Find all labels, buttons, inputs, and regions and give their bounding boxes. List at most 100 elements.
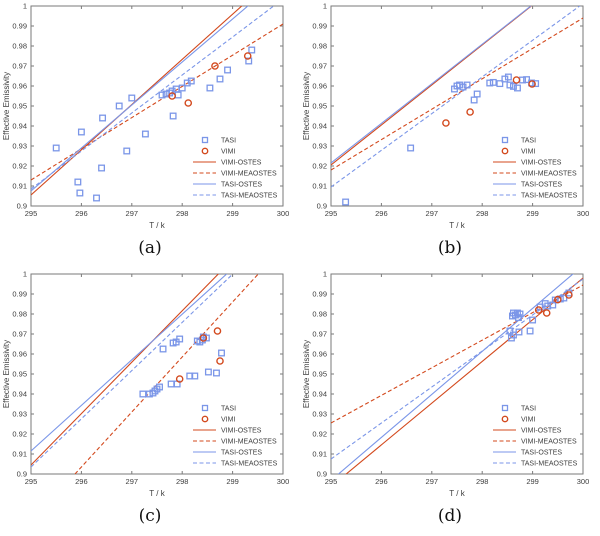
- x-tick-label: 295: [25, 477, 38, 486]
- plot-area: [331, 274, 583, 474]
- vimi-points: [168, 52, 252, 107]
- vimi-marker: [216, 357, 224, 365]
- vimi-marker: [213, 327, 222, 335]
- legend-label: TASI-MEAOSTES: [221, 193, 278, 200]
- y-tick-label: 0.95: [312, 102, 327, 111]
- tasi-marker: [470, 96, 478, 104]
- y-tick-label: 0.96: [312, 82, 327, 91]
- tasi-points: [52, 46, 256, 202]
- tasi-marker: [141, 130, 149, 138]
- y-tick-label: 0.95: [12, 370, 27, 379]
- x-axis-label: T / k: [449, 221, 465, 230]
- y-tick-label: 0.99: [312, 22, 327, 31]
- y-tick-label: 0.99: [12, 290, 27, 299]
- legend-vimi-marker: [201, 147, 209, 155]
- tasi-marker: [529, 316, 537, 324]
- tasi-marker: [459, 83, 467, 91]
- axis-ticks: [330, 273, 584, 475]
- tasi-marker: [456, 81, 463, 89]
- y-tick-label: 0.9: [317, 202, 327, 211]
- y-tick-label: 0.91: [312, 450, 327, 459]
- legend: TASI VIMI VIMI-OSTES VIMI-MEAOSTES TASI-OSTE…: [493, 404, 578, 468]
- x-tick-label: 297: [426, 477, 439, 486]
- tasi-marker: [216, 75, 224, 83]
- vimi-marker: [199, 334, 208, 342]
- vimi-marker: [184, 99, 193, 107]
- tick-labels: 295 296 297 298 299 300 0.9 0.91 0.92 0.93 0.94 0.9…: [12, 270, 289, 486]
- tasi-marker: [245, 57, 253, 65]
- tasi-marker: [496, 80, 504, 88]
- tasi-marker: [151, 387, 159, 395]
- y-tick-label: 0.93: [12, 410, 27, 419]
- y-tick-label: 0.97: [12, 330, 27, 339]
- tasi-marker: [516, 310, 524, 318]
- subplot-a-caption: (a): [138, 238, 162, 258]
- y-tick-label: 0.96: [312, 350, 327, 359]
- x-axis-label: T / k: [149, 489, 165, 498]
- tasi-marker: [218, 349, 225, 357]
- x-tick-label: 296: [375, 209, 388, 218]
- y-tick-label: 0.97: [312, 62, 327, 71]
- tasi-meaostes-line: [31, 274, 234, 468]
- legend: TASI VIMI VIMI-OSTES VIMI-MEAOSTES TASI-OSTE…: [193, 404, 278, 468]
- tasi-marker: [74, 178, 82, 186]
- legend-label: TASI-MEAOSTES: [221, 461, 278, 468]
- legend-label: VIMI: [221, 149, 235, 156]
- tasi-marker: [486, 79, 494, 87]
- subplot-d-chart: 295 296 297 298 299 300 0.9 0.91 0.92 0.93 0.94 0.9…: [302, 270, 589, 498]
- legend: TASI VIMI VIMI-OSTES VIMI-MEAOSTES TASI-OSTE…: [493, 136, 578, 200]
- y-tick-label: 0.95: [12, 102, 27, 111]
- vimi-marker: [534, 306, 543, 314]
- vimi-marker: [565, 291, 573, 299]
- x-tick-label: 298: [176, 477, 189, 486]
- tasi-marker: [463, 81, 471, 89]
- y-tick-label: 0.97: [12, 62, 27, 71]
- tasi-marker: [187, 77, 195, 85]
- vimi-points: [534, 291, 573, 317]
- legend-label: VIMI: [521, 149, 535, 156]
- tasi-marker: [158, 91, 166, 99]
- y-tick-label: 0.93: [12, 142, 27, 151]
- vimi-marker: [442, 119, 450, 127]
- vimi-meaostes-line: [331, 17, 583, 171]
- y-tick-label: 0.95: [312, 370, 327, 379]
- x-tick-label: 299: [526, 209, 539, 218]
- tasi-marker: [504, 73, 512, 81]
- legend-label: TASI: [221, 406, 236, 413]
- tasi-points: [506, 289, 573, 342]
- tasi-marker: [149, 389, 157, 397]
- tasi-marker: [76, 189, 84, 197]
- x-tick-label: 299: [226, 477, 239, 486]
- y-tick-label: 0.99: [312, 290, 327, 299]
- x-tick-label: 299: [526, 477, 539, 486]
- y-tick-label: 1: [323, 2, 327, 11]
- tasi-marker: [139, 390, 147, 398]
- vimi-marker: [528, 80, 536, 88]
- tasi-marker: [506, 327, 514, 335]
- tasi-marker: [526, 327, 534, 335]
- tasi-marker: [128, 94, 136, 102]
- tasi-points: [342, 73, 540, 206]
- vimi-meaostes-line: [331, 284, 583, 424]
- vimi-points: [175, 327, 224, 383]
- y-tick-label: 0.93: [312, 142, 327, 151]
- subplot-d: 295 296 297 298 299 300 0.9 0.91 0.92 0.93 0.94 0.9…: [300, 268, 600, 536]
- legend-label: TASI: [521, 138, 536, 145]
- vimi-points: [442, 76, 536, 127]
- legend-label: TASI-MEAOSTES: [521, 461, 578, 468]
- legend-label: VIMI-OSTES: [221, 160, 262, 167]
- x-tick-label: 300: [277, 477, 290, 486]
- legend-label: VIMI-OSTES: [521, 160, 562, 167]
- x-tick-label: 295: [325, 477, 338, 486]
- tasi-marker: [115, 102, 123, 110]
- tasi-marker: [473, 90, 481, 98]
- vimi-marker: [211, 62, 219, 70]
- subplot-a-chart: 295 296 297 298 299 300 0.9 0.91 0.92 0.93 0.94 0.9…: [2, 2, 289, 230]
- vimi-marker: [553, 295, 562, 304]
- x-tick-label: 300: [577, 209, 590, 218]
- y-tick-label: 0.91: [312, 182, 327, 191]
- tasi-marker: [506, 81, 514, 89]
- tasi-marker: [93, 194, 100, 202]
- tasi-marker: [509, 82, 517, 90]
